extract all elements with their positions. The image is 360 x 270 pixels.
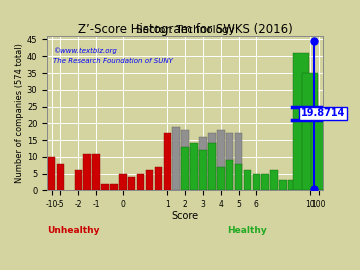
Text: The Research Foundation of SUNY: The Research Foundation of SUNY	[53, 58, 172, 64]
Bar	[253, 174, 260, 190]
Bar	[279, 180, 287, 190]
Bar	[311, 107, 327, 190]
Bar	[128, 177, 135, 190]
Bar	[163, 133, 171, 190]
Bar	[288, 180, 296, 190]
Bar	[48, 157, 55, 190]
Bar	[75, 170, 82, 190]
Text: 19.8714: 19.8714	[301, 108, 345, 118]
Bar	[208, 133, 216, 190]
Bar	[172, 127, 180, 190]
Bar	[190, 143, 198, 190]
Bar	[181, 147, 189, 190]
Bar	[146, 170, 153, 190]
Bar	[155, 167, 162, 190]
Y-axis label: Number of companies (574 total): Number of companies (574 total)	[15, 43, 24, 183]
X-axis label: Score: Score	[172, 211, 199, 221]
Bar	[302, 73, 318, 190]
Bar	[84, 154, 91, 190]
Bar	[226, 133, 233, 190]
Bar	[190, 147, 198, 190]
Text: ©www.textbiz.org: ©www.textbiz.org	[53, 47, 117, 53]
Bar	[244, 170, 251, 190]
Bar	[181, 130, 189, 190]
Bar	[235, 164, 242, 190]
Bar	[293, 53, 309, 190]
Bar	[119, 174, 127, 190]
Text: Unhealthy: Unhealthy	[48, 226, 100, 235]
Text: Sector: Technology: Sector: Technology	[136, 25, 234, 35]
Bar	[235, 133, 242, 190]
Title: Z’-Score Histogram for SWKS (2016): Z’-Score Histogram for SWKS (2016)	[78, 23, 292, 36]
Bar	[217, 130, 225, 190]
Bar	[217, 167, 225, 190]
Bar	[137, 174, 144, 190]
Bar	[199, 137, 207, 190]
Bar	[101, 184, 109, 190]
Bar	[208, 143, 216, 190]
Bar	[270, 170, 278, 190]
Text: Healthy: Healthy	[228, 226, 267, 235]
Bar	[92, 154, 100, 190]
Bar	[57, 164, 64, 190]
Bar	[261, 174, 269, 190]
Bar	[226, 160, 233, 190]
Bar	[110, 184, 118, 190]
Bar	[199, 150, 207, 190]
